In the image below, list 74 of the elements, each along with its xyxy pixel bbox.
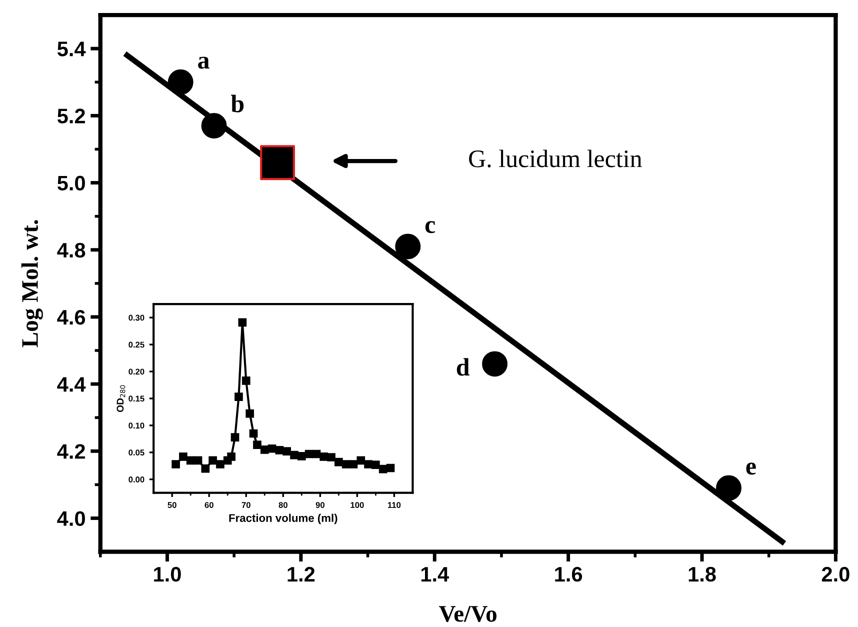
annotation: c — [425, 221, 436, 234]
point — [395, 234, 421, 260]
annotation: G. lucidum lectin — [469, 150, 642, 168]
point — [282, 447, 292, 456]
y-tick-label: 4.4 — [57, 377, 86, 392]
y-tick-label: 0.05 — [128, 450, 144, 456]
point — [172, 460, 180, 468]
x-tick-label: 70 — [242, 502, 250, 508]
y-tick-label: 5.4 — [57, 42, 86, 56]
point — [253, 440, 262, 449]
point — [372, 460, 380, 469]
x-tick-label: 80 — [278, 502, 288, 508]
point — [378, 464, 388, 474]
y-tick-label: 0.30 — [128, 314, 144, 321]
x-tick-label: 90 — [316, 502, 324, 508]
point — [356, 456, 366, 465]
y-tick-label: 0.00 — [128, 476, 144, 482]
annotation: d — [456, 358, 470, 376]
point — [201, 464, 210, 473]
point — [242, 376, 250, 385]
point — [208, 456, 217, 465]
y-tick-label: 5.2 — [57, 108, 85, 124]
point — [386, 464, 395, 472]
x-axis-title: Ve/Vo — [438, 606, 496, 622]
y-tick-label: 0.15 — [128, 396, 144, 402]
y-tick-label: 4.6 — [57, 310, 86, 325]
x-tick-label: 2.0 — [822, 566, 850, 582]
x-tick-label: 110 — [388, 502, 401, 508]
point — [194, 456, 202, 465]
point — [238, 318, 247, 327]
y-tick-label: 4.0 — [57, 511, 85, 526]
point — [342, 460, 350, 468]
y-tick-label: 0.25 — [128, 342, 144, 348]
y-tick-label: 0.20 — [128, 368, 144, 375]
point — [249, 429, 258, 438]
y-axis-title: Log Mol. wt. — [21, 220, 43, 348]
x-tick-label: 1.2 — [288, 566, 315, 582]
y-tick-label: 4.2 — [57, 444, 85, 459]
x-tick-label: 50 — [168, 502, 176, 508]
x-tick-label: 1.8 — [688, 566, 716, 582]
x-tick-label: 1.6 — [555, 566, 582, 582]
annotation: a — [198, 56, 210, 69]
point — [246, 409, 254, 418]
point — [230, 433, 240, 442]
point — [227, 452, 236, 461]
x-tick-label: 60 — [204, 502, 214, 508]
point — [234, 392, 243, 402]
x-tick-label: 1.4 — [421, 567, 449, 582]
point — [201, 113, 227, 138]
x-axis-title: Fraction volume (ml) — [229, 514, 338, 524]
point — [334, 458, 343, 466]
annotation: b — [231, 94, 244, 112]
y-tick-label: 5.0 — [57, 176, 85, 191]
x-tick-label: 100 — [350, 502, 364, 508]
point — [275, 446, 284, 454]
point — [290, 450, 298, 460]
annotation: e — [746, 462, 756, 475]
point — [327, 453, 336, 462]
y-tick-label: 0.10 — [128, 422, 144, 429]
point — [179, 452, 188, 461]
x-tick-label: 1.0 — [154, 566, 181, 582]
point — [716, 475, 742, 501]
y-tick-label: 4.8 — [57, 242, 86, 258]
point — [320, 452, 328, 461]
point — [260, 145, 296, 180]
point — [268, 444, 276, 453]
y-axis-title: OD$_{280}$ — [116, 385, 126, 412]
point — [260, 446, 269, 454]
point — [168, 69, 194, 95]
point — [349, 460, 358, 468]
point — [216, 460, 224, 468]
point — [364, 460, 372, 468]
point — [482, 351, 508, 377]
point — [297, 452, 306, 460]
